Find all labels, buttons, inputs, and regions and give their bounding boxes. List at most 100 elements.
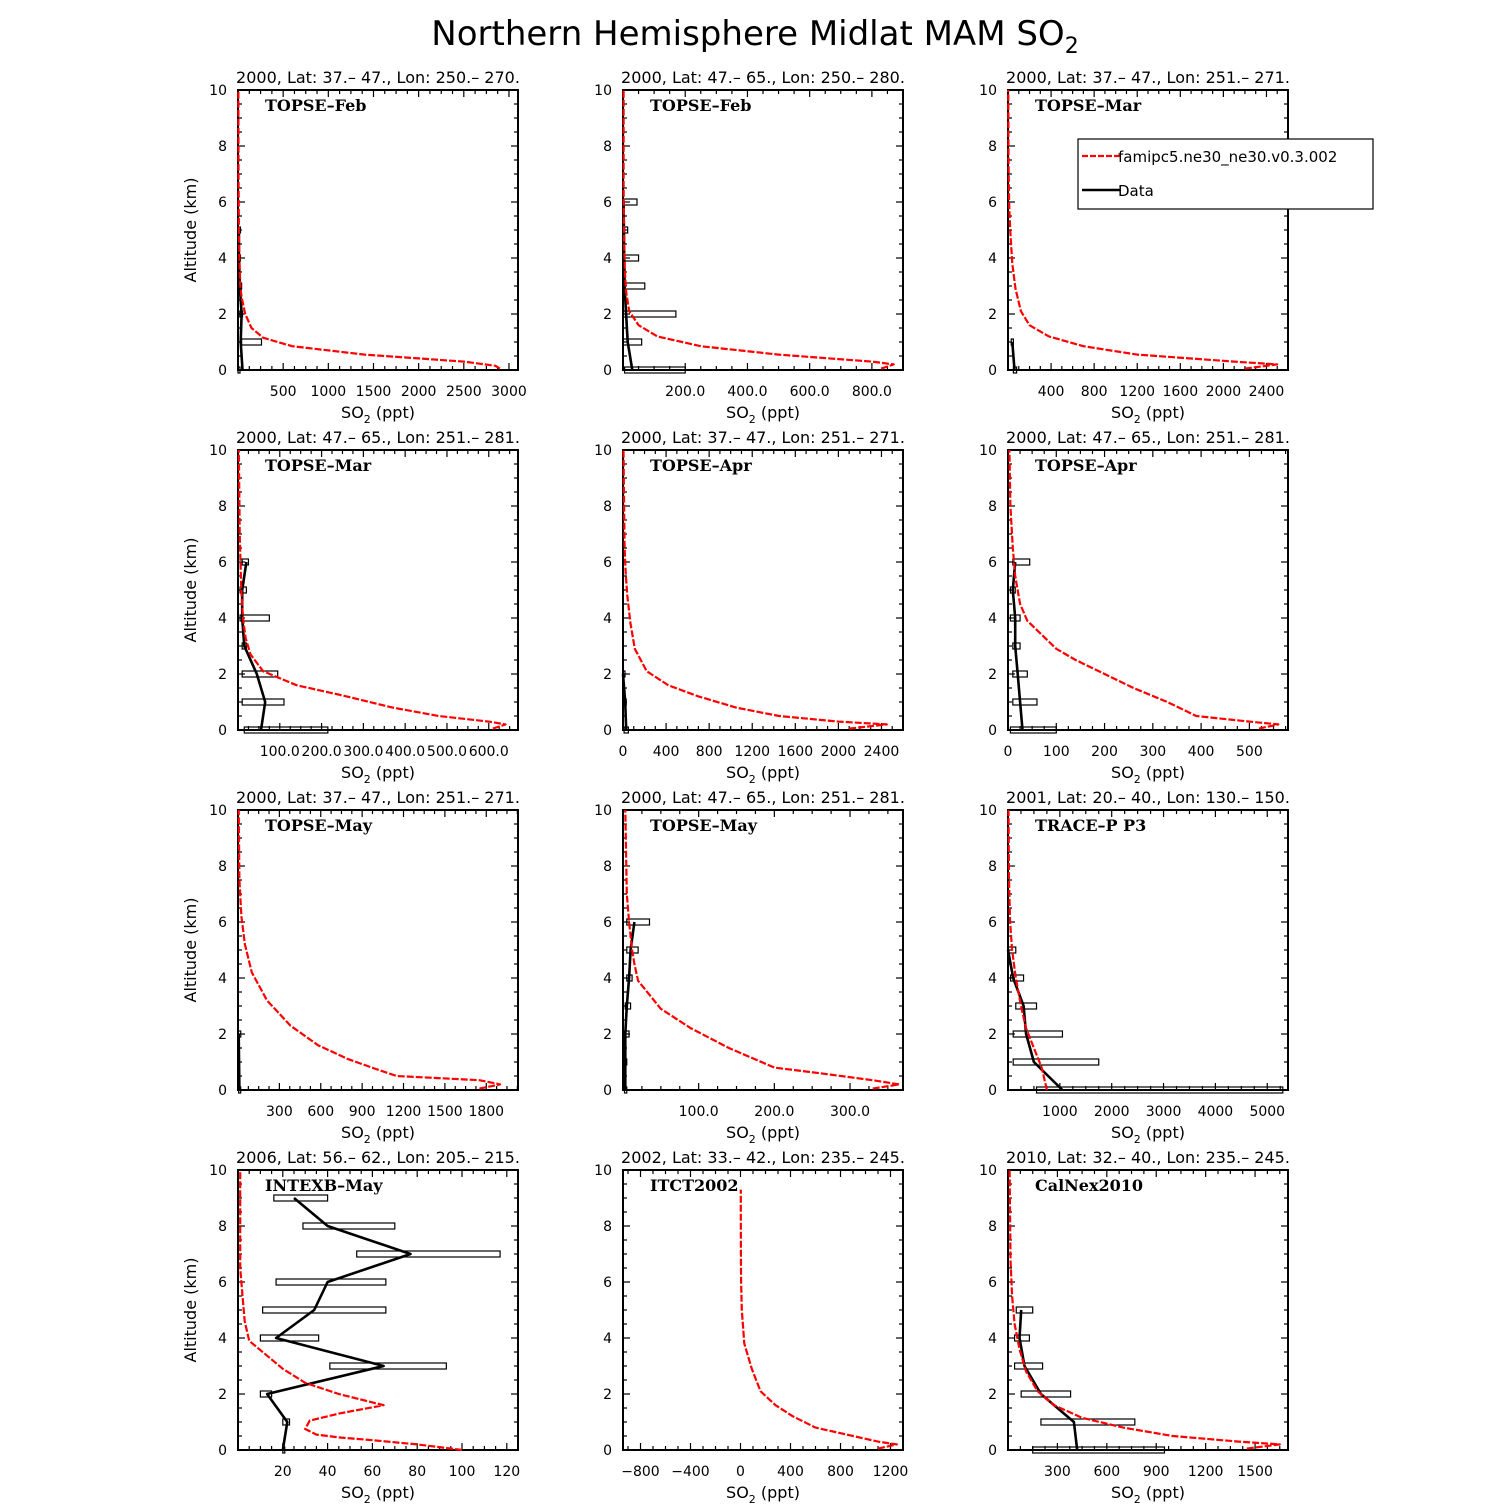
- campaign-label: ITCT2002: [650, 1176, 739, 1195]
- x-axis-label-subscript: 2: [364, 413, 371, 426]
- x-tick-label: 2000: [401, 384, 437, 400]
- y-axis-label: Altitude (km): [181, 178, 200, 283]
- y-tick-label: 4: [603, 971, 612, 987]
- y-tick-label: 4: [603, 251, 612, 267]
- campaign-label: TOPSE–Feb: [650, 96, 751, 115]
- y-tick-label: 0: [603, 1083, 612, 1099]
- x-axis-label-subscript: 2: [364, 1133, 371, 1146]
- data-error-box: [1012, 1030, 1064, 1038]
- x-tick-label: 1200: [873, 1464, 909, 1480]
- y-tick-label: 8: [603, 859, 612, 875]
- data-error-boxes: [239, 558, 329, 734]
- y-tick-label: 4: [218, 1331, 227, 1347]
- x-tick-label: 20: [274, 1464, 292, 1480]
- x-tick-label: 1600: [777, 744, 813, 760]
- x-axis-label-subscript: 2: [364, 773, 371, 786]
- y-tick-label: 0: [988, 723, 997, 739]
- x-tick-label: 120: [493, 1464, 520, 1480]
- y-tick-label: 10: [209, 1163, 227, 1179]
- x-tick-label: 100: [449, 1464, 476, 1480]
- x-axis-label-main: SO: [726, 1123, 749, 1142]
- model-profile-line: [237, 449, 507, 730]
- x-tick-label: 2000: [1206, 384, 1242, 400]
- figure-title: Northern Hemisphere Midlat MAM SO2: [431, 14, 1078, 59]
- data-error-box: [1013, 1334, 1031, 1342]
- x-tick-label: 0: [736, 1464, 745, 1480]
- x-tick-label: 1200: [1119, 384, 1155, 400]
- plot-frame: [237, 1169, 519, 1451]
- data-profile-line: [237, 1033, 241, 1091]
- x-tick-label: 300: [1139, 744, 1166, 760]
- y-tick-label: 4: [988, 971, 997, 987]
- data-error-box: [623, 366, 686, 374]
- x-tick-label: 1500: [356, 384, 392, 400]
- x-axis-label-units: (ppt): [1141, 403, 1185, 422]
- data-error-box: [243, 726, 329, 734]
- y-tick-label: 0: [603, 723, 612, 739]
- x-axis-label: SO2 (ppt): [1111, 403, 1185, 426]
- data-error-box: [1020, 1390, 1072, 1398]
- x-tick-label: 1000: [1042, 1104, 1078, 1120]
- y-tick-label: 0: [218, 1083, 227, 1099]
- y-tick-label: 0: [218, 723, 227, 739]
- y-tick-label: 8: [603, 139, 612, 155]
- x-tick-label: 600.0: [790, 384, 830, 400]
- y-tick-label: 0: [988, 363, 997, 379]
- data-profile-line: [623, 921, 636, 1090]
- x-tick-label: 2500: [446, 384, 482, 400]
- x-axis-label-main: SO: [726, 1483, 749, 1502]
- x-axis-label-subscript: 2: [1134, 1133, 1141, 1146]
- plot-frame: [237, 809, 519, 1091]
- model-profile-line: [237, 90, 501, 370]
- y-tick-label: 0: [603, 363, 612, 379]
- x-tick-label: 600: [307, 1104, 334, 1120]
- chart-panel-11: 2002, Lat: 33.– 42., Lon: 235.– 245.0246…: [594, 1148, 908, 1506]
- x-tick-label: 500.0: [427, 744, 467, 760]
- x-axis-label: SO2 (ppt): [341, 403, 415, 426]
- data-error-boxes: [1007, 946, 1284, 1094]
- x-tick-label: 800: [827, 1464, 854, 1480]
- data-error-boxes: [623, 918, 651, 1094]
- data-error-box: [241, 338, 263, 346]
- x-tick-label: 500: [270, 384, 297, 400]
- x-axis-label-main: SO: [726, 763, 749, 782]
- y-tick-label: 2: [603, 307, 612, 323]
- x-axis-label-units: (ppt): [756, 763, 800, 782]
- x-axis-label-units: (ppt): [1141, 1483, 1185, 1502]
- figure-title-main: Northern Hemisphere Midlat MAM SO: [431, 14, 1064, 54]
- y-tick-label: 2: [603, 1027, 612, 1043]
- campaign-label: INTEXB–May: [265, 1176, 383, 1195]
- legend: famipc5.ne30_ne30.v0.3.002 Data: [1077, 138, 1374, 210]
- campaign-label: CalNex2010: [1035, 1176, 1143, 1195]
- y-tick-label: 10: [594, 83, 612, 99]
- data-error-box: [329, 1362, 447, 1370]
- x-axis-label-main: SO: [1111, 403, 1134, 422]
- x-axis-label-subscript: 2: [749, 1133, 756, 1146]
- x-axis-label: SO2 (ppt): [341, 1483, 415, 1506]
- x-axis-label-units: (ppt): [371, 1123, 415, 1142]
- x-tick-label: 1500: [427, 1104, 463, 1120]
- x-axis-label-main: SO: [341, 1123, 364, 1142]
- chart-panel-4: 2000, Lat: 47.– 65., Lon: 251.– 281. 0 2 4 6…: [181, 428, 520, 786]
- x-tick-label: 400: [653, 744, 680, 760]
- model-profile-line: [624, 809, 901, 1090]
- data-error-box: [1032, 1446, 1166, 1454]
- legend-model-label: famipc5.ne30_ne30.v0.3.002: [1118, 148, 1337, 167]
- data-error-box: [1013, 1362, 1044, 1370]
- plot-frame: [1007, 1169, 1289, 1451]
- x-tick-label: 3000: [1146, 1104, 1182, 1120]
- x-axis-label: SO2 (ppt): [726, 1123, 800, 1146]
- model-profile-line: [237, 809, 502, 1090]
- plot-frame: [622, 809, 904, 1091]
- y-axis-label: Altitude (km): [181, 538, 200, 643]
- y-tick-label: 8: [988, 139, 997, 155]
- data-error-box: [259, 1334, 320, 1342]
- model-profile-line: [1008, 1169, 1281, 1450]
- x-tick-label: 60: [363, 1464, 381, 1480]
- x-tick-label: 300: [266, 1104, 293, 1120]
- chart-panel-12: 2010, Lat: 32.– 40., Lon: 235.– 245. 0 2 4 6…: [979, 1148, 1290, 1506]
- plot-frame: [237, 449, 519, 731]
- x-axis-label-subscript: 2: [1134, 773, 1141, 786]
- x-tick-label: 200.0: [302, 744, 342, 760]
